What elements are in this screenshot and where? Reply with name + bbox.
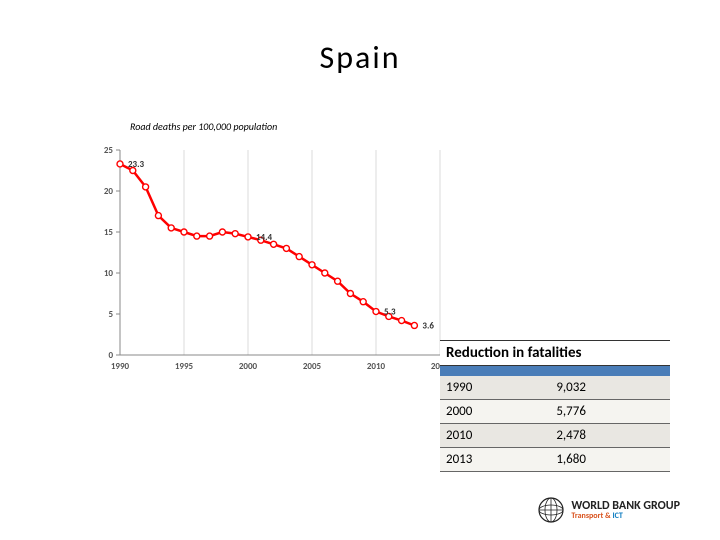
table-cell-value: 5,776 — [550, 400, 670, 424]
chart-subtitle: Road deaths per 100,000 population — [130, 120, 277, 133]
table-cell-year: 2000 — [440, 400, 550, 424]
world-bank-logo: WORLD BANK GROUP Transport & ICT — [537, 496, 680, 524]
line-chart: 051015202519901995200020052010201523.314… — [90, 140, 450, 380]
svg-text:2010: 2010 — [367, 361, 386, 372]
svg-text:1990: 1990 — [111, 361, 130, 372]
svg-text:2000: 2000 — [239, 361, 258, 372]
svg-text:2005: 2005 — [303, 361, 322, 372]
table-cell-year: 1990 — [440, 376, 550, 400]
table-body: 19909,03220005,77620102,47820131,680 — [440, 376, 670, 472]
svg-text:23.3: 23.3 — [128, 159, 145, 170]
table-header-bar — [440, 366, 670, 376]
table-cell-year: 2010 — [440, 424, 550, 448]
svg-text:14.4: 14.4 — [256, 232, 273, 243]
svg-text:5.3: 5.3 — [384, 307, 396, 318]
table-row: 20005,776 — [440, 400, 670, 424]
page-title: Spain — [0, 38, 720, 77]
chart-svg: 051015202519901995200020052010201523.314… — [90, 140, 450, 380]
svg-text:10: 10 — [104, 268, 114, 279]
globe-icon — [537, 496, 565, 524]
svg-text:25: 25 — [104, 145, 114, 156]
svg-text:0: 0 — [108, 350, 113, 361]
table-cell-year: 2013 — [440, 448, 550, 472]
svg-text:5: 5 — [108, 309, 113, 320]
logo-sub-text: Transport & ICT — [571, 512, 680, 520]
table-cell-value: 9,032 — [550, 376, 670, 400]
svg-text:3.6: 3.6 — [422, 320, 434, 331]
table-cell-value: 2,478 — [550, 424, 670, 448]
svg-text:15: 15 — [104, 227, 114, 238]
table-row: 20131,680 — [440, 448, 670, 472]
fatalities-table: Reduction in fatalities 19909,03220005,7… — [440, 340, 670, 472]
svg-text:20: 20 — [104, 186, 114, 197]
table-row: 19909,032 — [440, 376, 670, 400]
svg-text:1995: 1995 — [175, 361, 194, 372]
table-cell-value: 1,680 — [550, 448, 670, 472]
table-title: Reduction in fatalities — [440, 340, 670, 366]
table-row: 20102,478 — [440, 424, 670, 448]
